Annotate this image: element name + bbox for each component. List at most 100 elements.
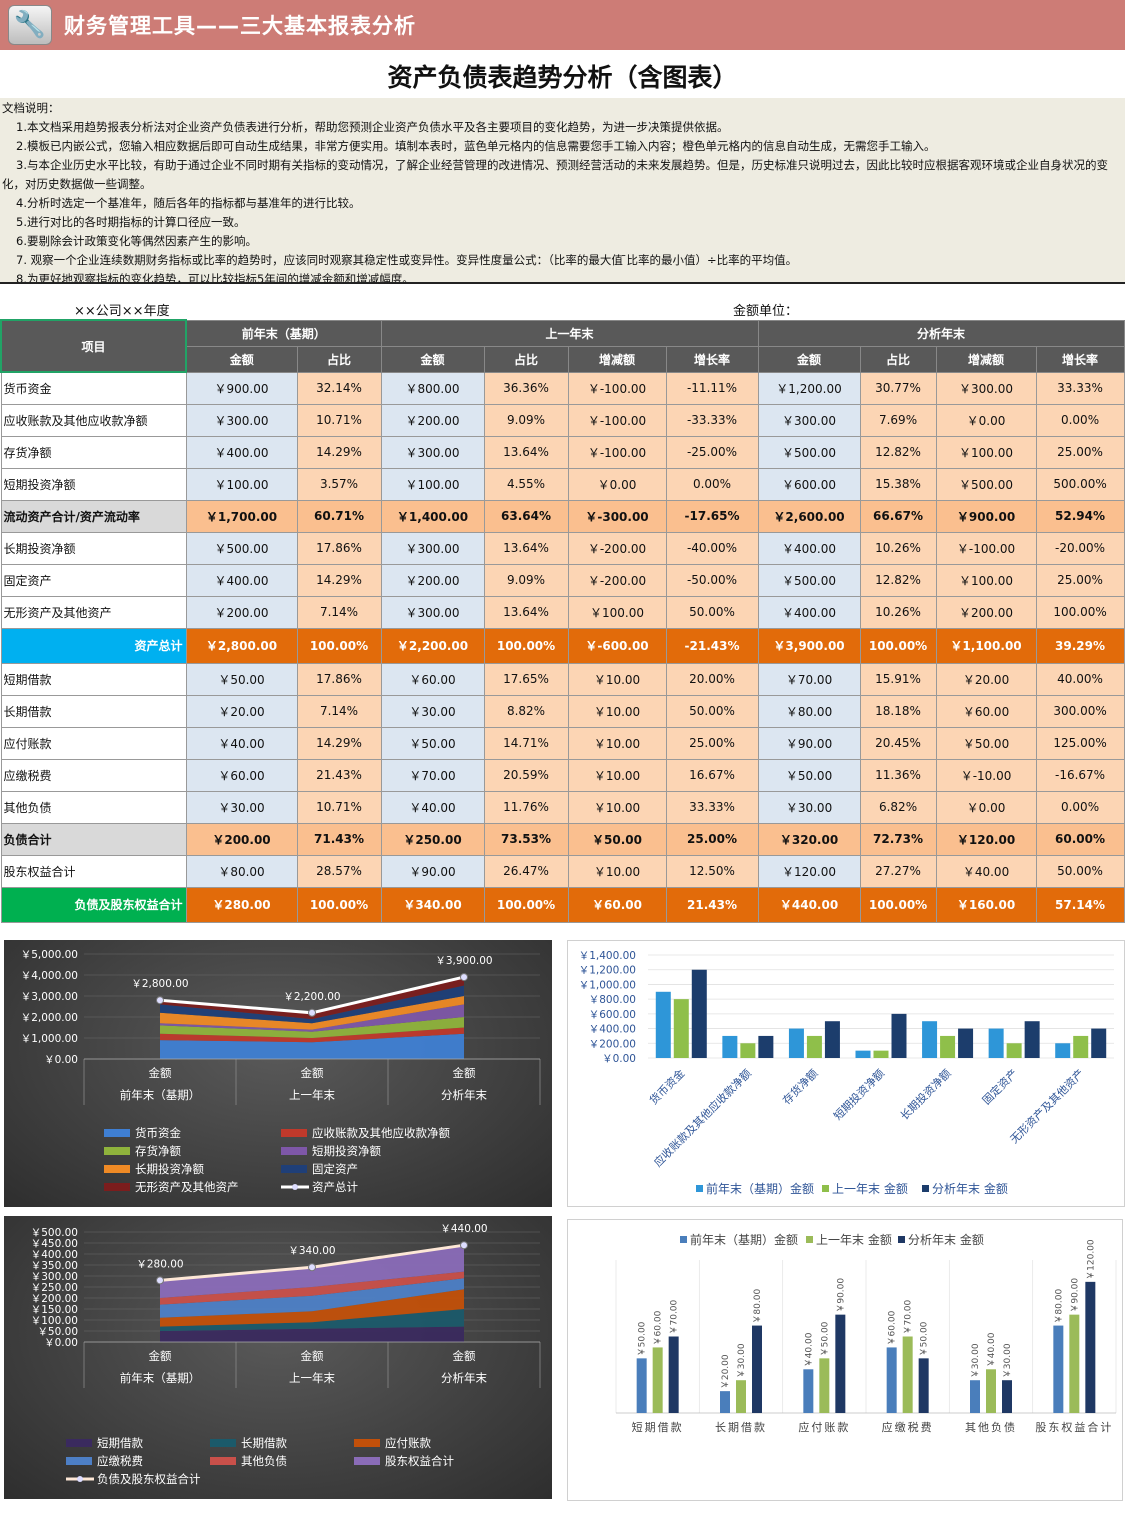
header-group[interactable]: 上一年末 [380,319,759,347]
calc-cell[interactable]: 14.29% [296,563,382,597]
bar[interactable] [740,1043,756,1058]
header-col[interactable]: 金额 [757,345,861,373]
calc-cell[interactable]: -50.00% [665,563,759,597]
amount-cell[interactable]: ￥1,700.00 [185,499,298,533]
bar[interactable] [958,1028,974,1058]
total-point[interactable] [460,973,468,982]
row-label[interactable]: 应缴税费 [0,758,187,792]
bar[interactable] [803,1369,814,1413]
calc-cell[interactable]: ￥20.00 [935,662,1037,696]
calc-cell[interactable]: 11.76% [483,790,569,824]
calc-cell[interactable]: ￥60.00 [567,886,667,923]
amount-cell[interactable]: ￥400.00 [185,563,298,597]
calc-cell[interactable]: 0.00% [1035,790,1125,824]
calc-cell[interactable]: ￥900.00 [935,499,1037,533]
calc-cell[interactable]: 16.67% [665,758,759,792]
calc-cell[interactable]: -33.33% [665,403,759,437]
calc-cell[interactable]: ￥300.00 [935,371,1037,405]
calc-cell[interactable]: ￥-100.00 [567,371,667,405]
bar[interactable] [652,1347,663,1413]
calc-cell[interactable]: 25.00% [1035,563,1125,597]
amount-cell[interactable]: ￥200.00 [380,403,485,437]
area-series[interactable] [160,1004,464,1032]
amount-cell[interactable]: ￥600.00 [757,467,861,501]
amount-cell[interactable]: ￥250.00 [380,822,485,856]
calc-cell[interactable]: 17.86% [296,531,382,565]
bar[interactable] [1091,1028,1107,1058]
calc-cell[interactable]: ￥10.00 [567,758,667,792]
bar[interactable] [835,1314,846,1413]
amount-cell[interactable]: ￥200.00 [185,595,298,629]
row-label[interactable]: 资产总计 [0,627,187,664]
row-label[interactable]: 股东权益合计 [0,854,187,888]
calc-cell[interactable]: 66.67% [859,499,937,533]
calc-cell[interactable]: ￥100.00 [935,435,1037,469]
amount-cell[interactable]: ￥400.00 [757,531,861,565]
calc-cell[interactable]: -40.00% [665,531,759,565]
bar[interactable] [788,1028,804,1058]
calc-cell[interactable]: ￥50.00 [567,822,667,856]
amount-cell[interactable]: ￥90.00 [757,726,861,760]
calc-cell[interactable]: 100.00% [296,886,382,923]
calc-cell[interactable]: 10.71% [296,403,382,437]
calc-cell[interactable]: ￥-200.00 [567,531,667,565]
calc-cell[interactable]: 0.00% [665,467,759,501]
calc-cell[interactable]: 0.00% [1035,403,1125,437]
calc-cell[interactable]: -16.67% [1035,758,1125,792]
row-label[interactable]: 负债及股东权益合计 [0,886,187,923]
amount-cell[interactable]: ￥30.00 [380,694,485,728]
amount-cell[interactable]: ￥90.00 [380,854,485,888]
calc-cell[interactable]: ￥100.00 [935,563,1037,597]
header-col[interactable]: 占比 [296,345,382,373]
amount-cell[interactable]: ￥1,200.00 [757,371,861,405]
bar[interactable] [819,1358,830,1413]
bar[interactable] [824,1021,840,1058]
area-series[interactable] [160,1278,464,1318]
liabilities-bar-chart[interactable]: ￥50.00 ￥60.00 ￥70.00 短期借款 ￥20.00 ￥30.00 ￥80.00… [567,1219,1123,1501]
amount-cell[interactable]: ￥320.00 [757,822,861,856]
row-label[interactable]: 固定资产 [0,563,187,597]
header-col[interactable]: 占比 [859,345,937,373]
calc-cell[interactable]: ￥60.00 [935,694,1037,728]
calc-cell[interactable]: ￥-600.00 [567,627,667,664]
calc-cell[interactable]: ￥40.00 [935,854,1037,888]
calc-cell[interactable]: 60.71% [296,499,382,533]
bar[interactable] [722,1035,738,1058]
bar[interactable] [1073,1035,1089,1058]
area-series[interactable] [160,1027,464,1043]
bar[interactable] [886,1347,897,1413]
amount-cell[interactable]: ￥500.00 [757,563,861,597]
amount-cell[interactable]: ￥2,200.00 [380,627,485,664]
amount-cell[interactable]: ￥70.00 [380,758,485,792]
amount-cell[interactable]: ￥2,600.00 [757,499,861,533]
calc-cell[interactable]: 40.00% [1035,662,1125,696]
calc-cell[interactable]: 21.43% [296,758,382,792]
header-col[interactable]: 增减额 [935,345,1037,373]
amount-cell[interactable]: ￥200.00 [380,563,485,597]
calc-cell[interactable]: 10.71% [296,790,382,824]
bar[interactable] [806,1035,822,1058]
assets-area-chart[interactable]: ￥5,000.00 ￥4,000.00 ￥3,000.00 ￥2,000.00 ￥1,0… [4,940,552,1207]
calc-cell[interactable]: 6.82% [859,790,937,824]
calc-cell[interactable]: 14.29% [296,726,382,760]
row-label[interactable]: 存货净额 [0,435,187,469]
bar[interactable] [902,1336,913,1414]
calc-cell[interactable]: 15.91% [859,662,937,696]
row-label[interactable]: 应付账款 [0,726,187,760]
calc-cell[interactable]: 7.14% [296,595,382,629]
liabilities-area-chart[interactable]: ￥500.00 ￥450.00 ￥400.00 ￥350.00 ￥300.00 ￥250.… [4,1216,552,1499]
row-label[interactable]: 应收账款及其他应收款净额 [0,403,187,437]
calc-cell[interactable]: 100.00% [859,886,937,923]
calc-cell[interactable]: 7.14% [296,694,382,728]
calc-cell[interactable]: 15.38% [859,467,937,501]
area-series[interactable] [160,1271,464,1305]
amount-cell[interactable]: ￥40.00 [185,726,298,760]
amount-cell[interactable]: ￥50.00 [185,662,298,696]
header-col[interactable]: 占比 [483,345,569,373]
calc-cell[interactable]: ￥-100.00 [567,403,667,437]
amount-cell[interactable]: ￥40.00 [380,790,485,824]
header-group[interactable]: 前年末（基期） [185,319,382,347]
amount-cell[interactable]: ￥70.00 [757,662,861,696]
bar[interactable] [986,1369,996,1413]
bar[interactable] [758,1035,774,1058]
